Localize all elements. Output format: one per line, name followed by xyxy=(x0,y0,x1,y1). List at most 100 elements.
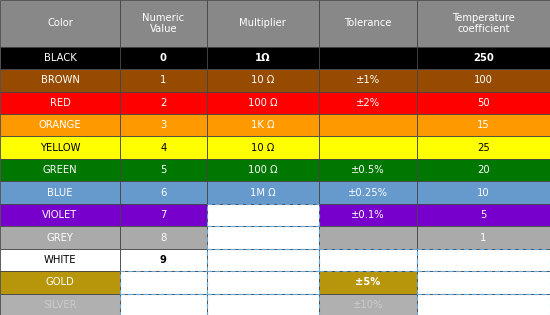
Text: Temperature
coefficient: Temperature coefficient xyxy=(452,13,515,34)
Bar xyxy=(319,69,417,92)
Bar xyxy=(319,226,417,249)
Bar xyxy=(120,0,207,47)
Bar xyxy=(0,159,120,181)
Text: GREY: GREY xyxy=(47,232,73,243)
Bar xyxy=(0,271,120,294)
Bar xyxy=(120,47,207,69)
Bar xyxy=(120,92,207,114)
Bar xyxy=(319,47,417,69)
Text: Color: Color xyxy=(47,18,73,28)
Text: 50: 50 xyxy=(477,98,490,108)
Bar xyxy=(417,114,550,136)
Bar xyxy=(0,294,120,315)
Text: Tolerance: Tolerance xyxy=(344,18,392,28)
Bar xyxy=(120,159,207,181)
Bar xyxy=(207,136,319,159)
Bar xyxy=(207,271,319,294)
Bar xyxy=(120,294,207,315)
Text: SILVER: SILVER xyxy=(43,300,76,310)
Bar xyxy=(417,136,550,159)
Text: 2: 2 xyxy=(160,98,167,108)
Text: Multiplier: Multiplier xyxy=(239,18,287,28)
Bar xyxy=(207,114,319,136)
Text: 15: 15 xyxy=(477,120,490,130)
Text: 25: 25 xyxy=(477,143,490,153)
Text: ±0.1%: ±0.1% xyxy=(351,210,385,220)
Text: 5: 5 xyxy=(480,210,487,220)
Bar xyxy=(0,114,120,136)
Text: 3: 3 xyxy=(160,120,167,130)
Text: 1M Ω: 1M Ω xyxy=(250,188,276,198)
Bar xyxy=(417,0,550,47)
Bar xyxy=(417,92,550,114)
Bar xyxy=(120,226,207,249)
Text: RED: RED xyxy=(50,98,70,108)
Bar xyxy=(0,92,120,114)
Text: ±1%: ±1% xyxy=(356,75,380,85)
Bar xyxy=(319,159,417,181)
Bar xyxy=(417,294,550,315)
Bar xyxy=(207,204,319,226)
Bar xyxy=(417,271,550,294)
Bar xyxy=(0,204,120,226)
Bar xyxy=(207,0,319,47)
Text: GOLD: GOLD xyxy=(46,278,74,288)
Bar xyxy=(0,136,120,159)
Text: 250: 250 xyxy=(473,53,494,63)
Text: 8: 8 xyxy=(160,232,167,243)
Bar xyxy=(319,181,417,204)
Text: 10 Ω: 10 Ω xyxy=(251,75,274,85)
Bar xyxy=(207,47,319,69)
Bar xyxy=(319,204,417,226)
Text: Numeric
Value: Numeric Value xyxy=(142,13,184,34)
Bar xyxy=(207,69,319,92)
Text: WHITE: WHITE xyxy=(43,255,76,265)
Text: BLUE: BLUE xyxy=(47,188,73,198)
Text: ±0.25%: ±0.25% xyxy=(348,188,388,198)
Bar xyxy=(120,271,207,294)
Bar xyxy=(417,159,550,181)
Bar xyxy=(0,249,120,271)
Bar xyxy=(207,181,319,204)
Text: 1Ω: 1Ω xyxy=(255,53,271,63)
Bar xyxy=(207,92,319,114)
Bar xyxy=(417,249,550,271)
Text: ±2%: ±2% xyxy=(356,98,380,108)
Bar xyxy=(120,249,207,271)
Text: 20: 20 xyxy=(477,165,490,175)
Text: GREEN: GREEN xyxy=(43,165,77,175)
Text: ±10%: ±10% xyxy=(353,300,383,310)
Bar xyxy=(319,249,417,271)
Bar xyxy=(417,181,550,204)
Bar xyxy=(319,114,417,136)
Bar xyxy=(319,0,417,47)
Text: 4: 4 xyxy=(160,143,167,153)
Text: 1: 1 xyxy=(480,232,487,243)
Text: ±0.5%: ±0.5% xyxy=(351,165,385,175)
Bar xyxy=(120,181,207,204)
Bar xyxy=(0,47,120,69)
Text: 1: 1 xyxy=(160,75,167,85)
Text: 5: 5 xyxy=(160,165,167,175)
Bar xyxy=(319,294,417,315)
Bar xyxy=(417,69,550,92)
Bar xyxy=(0,181,120,204)
Text: 10 Ω: 10 Ω xyxy=(251,143,274,153)
Bar xyxy=(207,249,319,271)
Bar xyxy=(0,69,120,92)
Text: 100 Ω: 100 Ω xyxy=(248,165,278,175)
Bar xyxy=(120,114,207,136)
Text: BLACK: BLACK xyxy=(43,53,76,63)
Text: 0: 0 xyxy=(160,53,167,63)
Text: ORANGE: ORANGE xyxy=(39,120,81,130)
Text: 9: 9 xyxy=(160,255,167,265)
Bar xyxy=(417,204,550,226)
Text: 100: 100 xyxy=(474,75,493,85)
Text: 6: 6 xyxy=(160,188,167,198)
Bar xyxy=(417,47,550,69)
Bar xyxy=(319,136,417,159)
Text: 100 Ω: 100 Ω xyxy=(248,98,278,108)
Bar xyxy=(207,294,319,315)
Text: YELLOW: YELLOW xyxy=(40,143,80,153)
Bar xyxy=(207,226,319,249)
